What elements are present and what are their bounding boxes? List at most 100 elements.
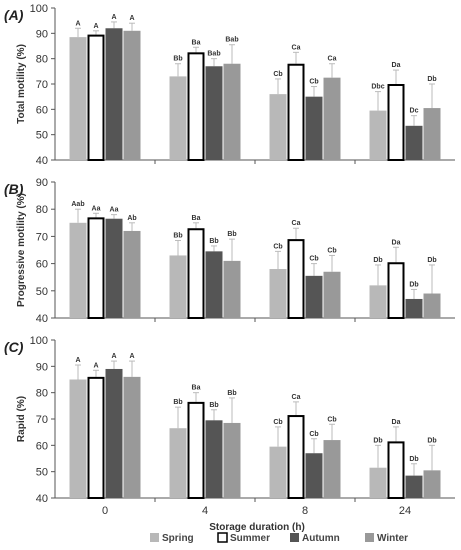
y-axis-label: Progressive motility (%) xyxy=(16,193,27,307)
bar-spring xyxy=(169,255,187,318)
bar-autumn xyxy=(305,453,323,498)
bar-annotation: Cb xyxy=(309,256,318,263)
legend-swatch-spring xyxy=(150,533,159,542)
bar-spring xyxy=(69,379,87,498)
y-tick-label: 40 xyxy=(36,313,48,325)
bar-annotation: Ca xyxy=(292,220,301,227)
bar-winter xyxy=(223,63,241,160)
bar-annotation: Ca xyxy=(292,44,301,51)
bar-annotation: Cb xyxy=(309,431,318,438)
bar-annotation: Cb xyxy=(309,79,318,86)
y-tick-label: 40 xyxy=(36,155,48,167)
bar-annotation: A xyxy=(129,353,134,360)
bar-winter xyxy=(423,470,441,498)
bar-autumn xyxy=(405,475,423,498)
bar-annotation: A xyxy=(111,14,116,21)
bar-spring xyxy=(369,467,387,498)
y-tick-label: 80 xyxy=(36,204,48,216)
bar-spring xyxy=(269,446,287,498)
bar-summer xyxy=(387,441,405,499)
bar-summer xyxy=(387,84,405,161)
bar-summer xyxy=(187,401,205,499)
x-tick-label: 8 xyxy=(302,505,308,517)
bar-annotation: Ba xyxy=(192,385,201,392)
bar-annotation: Db xyxy=(409,281,418,288)
bar-annotation: A xyxy=(93,23,98,30)
panel-1: (B)Progressive motility (%) 40 50 60 70 80 90 A… xyxy=(4,177,455,325)
bar-annotation: Db xyxy=(409,456,418,463)
bar-spring xyxy=(369,110,387,160)
panels: (A) Total motility (%) 40 50 60 70 80 90 100 A A A A… xyxy=(4,3,455,517)
bar-autumn xyxy=(305,275,323,318)
y-tick-label: 70 xyxy=(36,231,48,243)
bar-annotation: Bb xyxy=(173,232,182,239)
bar-annotation: Ba xyxy=(192,215,201,222)
bar-summer xyxy=(287,239,305,319)
panel-label: (C) xyxy=(4,339,24,355)
bar-summer xyxy=(187,228,205,320)
y-tick-label: 100 xyxy=(30,3,48,15)
bar-summer xyxy=(187,52,205,161)
bar-winter xyxy=(323,440,341,498)
panel-label: (A) xyxy=(4,7,24,23)
legend-swatch-autumn xyxy=(290,533,299,542)
legend-label-spring: Spring xyxy=(162,533,194,544)
legend: Spring Summer Autumn Winter xyxy=(150,532,408,544)
bar-autumn xyxy=(305,96,323,160)
bar-annotation: Bb xyxy=(209,238,218,245)
legend-swatch-summer xyxy=(217,532,228,543)
bar-annotation: Db xyxy=(427,76,436,83)
bar-annotation: A xyxy=(75,20,80,27)
bar-annotation: Ab xyxy=(127,215,136,222)
bar-annotation: Ca xyxy=(292,394,301,401)
panel-0: (A) Total motility (%) 40 50 60 70 80 90 100 A A A A… xyxy=(4,3,455,167)
bar-annotation: A xyxy=(111,353,116,360)
bar-annotation: Bb xyxy=(173,56,182,63)
bar-autumn xyxy=(105,218,123,318)
bar-autumn xyxy=(105,28,123,161)
y-axis-label: Rapid (%) xyxy=(16,396,27,442)
bar-annotation: Bb xyxy=(173,399,182,406)
y-tick-label: 40 xyxy=(36,493,48,505)
bar-annotation: A xyxy=(93,362,98,369)
bar-annotation: A xyxy=(129,15,134,22)
y-tick-label: 80 xyxy=(36,54,48,66)
legend-swatch-winter xyxy=(365,533,374,542)
y-tick-label: 70 xyxy=(36,79,48,91)
bar-annotation: Aa xyxy=(92,205,101,212)
bar-annotation: Ca xyxy=(328,56,337,63)
bar-winter xyxy=(223,422,241,498)
bar-annotation: Db xyxy=(427,437,436,444)
y-tick-label: 90 xyxy=(36,361,48,373)
x-tick-label: 24 xyxy=(399,505,411,517)
bar-annotation: Cb xyxy=(273,419,282,426)
y-tick-label: 60 xyxy=(36,104,48,116)
bar-autumn xyxy=(405,125,423,160)
bar-annotation: A xyxy=(75,357,80,364)
bar-annotation: Ba xyxy=(192,39,201,46)
bar-spring xyxy=(269,269,287,318)
bar-spring xyxy=(69,222,87,318)
bar-annotation: Bab xyxy=(225,37,238,44)
bar-spring xyxy=(69,37,87,161)
bar-autumn xyxy=(105,368,123,498)
y-tick-label: 70 xyxy=(36,414,48,426)
x-axis-label: Storage duration (h) xyxy=(209,522,305,533)
y-tick-label: 90 xyxy=(36,28,48,40)
bar-annotation: Cb xyxy=(327,247,336,254)
bar-annotation: Bb xyxy=(227,231,236,238)
bar-annotation: Dc xyxy=(410,108,419,115)
bar-spring xyxy=(169,76,187,160)
x-tick-label: 4 xyxy=(202,505,208,517)
bar-annotation: Da xyxy=(392,239,401,246)
bar-annotation: Db xyxy=(427,257,436,264)
bar-annotation: Dbc xyxy=(371,84,384,91)
bar-winter xyxy=(323,77,341,160)
panel-2: (C) Rapid (%) 40 50 60 70 80 90 100 A A A A 0 Bb Ba Bb Bb… xyxy=(4,335,455,517)
bar-annotation: Aa xyxy=(110,207,119,214)
y-axis-label: Total motility (%) xyxy=(16,44,27,124)
legend-label-winter: Winter xyxy=(377,533,408,544)
y-tick-label: 50 xyxy=(36,286,48,298)
bar-summer xyxy=(87,34,105,161)
